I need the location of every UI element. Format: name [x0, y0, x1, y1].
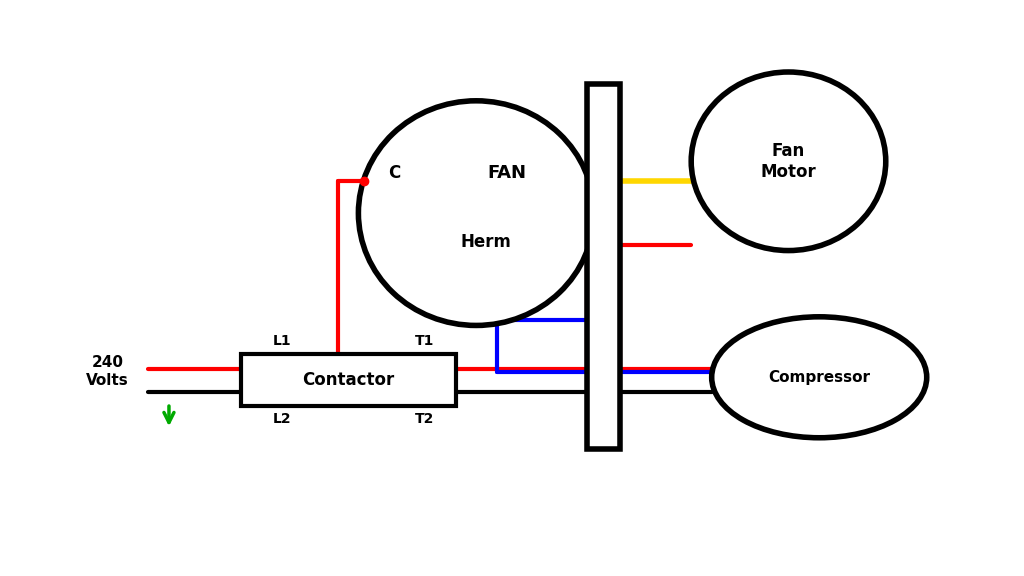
Text: Herm: Herm	[461, 233, 512, 251]
Text: FAN: FAN	[487, 164, 526, 182]
Ellipse shape	[691, 72, 886, 251]
Text: Compressor: Compressor	[768, 370, 870, 385]
Ellipse shape	[358, 101, 594, 325]
Text: L1: L1	[272, 335, 291, 348]
Text: Fan
Motor: Fan Motor	[761, 142, 816, 181]
Text: 240
Volts: 240 Volts	[86, 355, 129, 388]
Text: L2: L2	[272, 412, 291, 426]
Text: T1: T1	[416, 335, 434, 348]
Circle shape	[712, 317, 927, 438]
Bar	[587, 84, 620, 449]
Text: Contactor: Contactor	[302, 371, 394, 389]
Bar	[241, 354, 456, 406]
Text: T2: T2	[416, 412, 434, 426]
Text: C: C	[388, 164, 400, 182]
